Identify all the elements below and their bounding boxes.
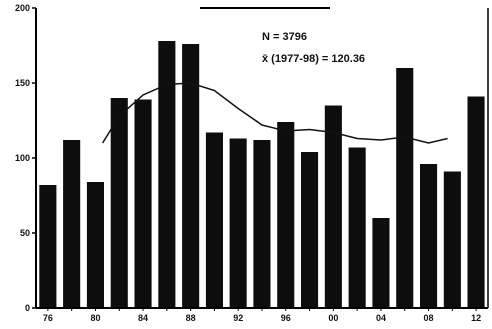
bar-1987 xyxy=(301,152,319,308)
annotation-mean: x̄ (1977-98) = 120.36 xyxy=(262,53,365,65)
annotation-n: N = 3796 xyxy=(262,31,307,43)
x-tick-label-1976: 76 xyxy=(43,313,53,323)
bar-1979 xyxy=(110,98,128,308)
bar-1976 xyxy=(39,185,57,308)
bar-1989 xyxy=(348,147,366,308)
bar-1981 xyxy=(158,41,176,308)
bar-1992 xyxy=(420,164,438,308)
bar-1983 xyxy=(205,132,223,308)
bar-1986 xyxy=(277,122,295,308)
bar-1993 xyxy=(443,171,461,308)
x-tick-label-1982: 88 xyxy=(186,313,196,323)
bar-1985 xyxy=(253,140,271,308)
bars-group xyxy=(39,41,485,308)
x-ticks-group: 76 80 84 88 92 96 00 04 08 12 xyxy=(43,308,481,323)
bar-1984 xyxy=(229,138,247,308)
y-tick-label-150: 150 xyxy=(15,78,30,88)
y-tick-label-100: 100 xyxy=(15,153,30,163)
x-tick-label-1984: 92 xyxy=(233,313,243,323)
y-tick-label-50: 50 xyxy=(20,228,30,238)
x-tick-label-1980: 84 xyxy=(138,313,148,323)
x-tick-label-1992: 08 xyxy=(424,313,434,323)
y-tick-label-200: 200 xyxy=(15,3,30,13)
bar-1991 xyxy=(396,68,414,308)
annotations-group: N = 3796 x̄ (1977-98) = 120.36 xyxy=(262,31,365,65)
bar-1977 xyxy=(63,140,81,308)
x-tick-label-1994: 12 xyxy=(471,313,481,323)
x-tick-label-1988: 00 xyxy=(328,313,338,323)
bar-1982 xyxy=(182,44,200,308)
trend-line xyxy=(101,82,448,144)
bar-1990 xyxy=(372,218,390,308)
x-tick-label-1990: 04 xyxy=(376,313,386,323)
y-ticks-group: 0 50 100 150 200 xyxy=(15,3,36,313)
bar-1978 xyxy=(86,182,104,308)
bar-1988 xyxy=(324,105,342,308)
x-tick-label-1978: 80 xyxy=(90,313,100,323)
bar-1980 xyxy=(134,99,152,308)
x-tick-label-1986: 96 xyxy=(281,313,291,323)
y-tick-label-0: 0 xyxy=(25,303,30,313)
bar-1994 xyxy=(467,96,485,308)
